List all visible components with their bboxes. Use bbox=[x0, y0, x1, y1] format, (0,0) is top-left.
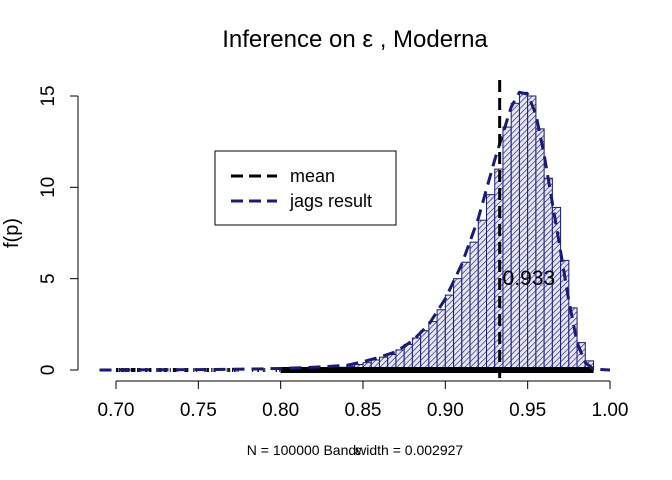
legend-label-mean: mean bbox=[290, 166, 335, 186]
x-tick-label: 0.75 bbox=[180, 400, 217, 421]
mean-annotation: 0.933 bbox=[503, 267, 556, 290]
rug-plot bbox=[115, 367, 594, 373]
histogram-bar bbox=[395, 349, 405, 371]
histogram bbox=[329, 91, 595, 371]
y-tick-label: 0 bbox=[38, 365, 59, 376]
legend-box bbox=[214, 150, 397, 226]
x-tick-label: 0.70 bbox=[98, 400, 135, 421]
histogram-bar bbox=[420, 330, 430, 371]
histogram-bar bbox=[444, 294, 455, 371]
y-tick-label: 10 bbox=[38, 177, 59, 198]
histogram-bar bbox=[461, 261, 471, 371]
histogram-bar bbox=[486, 194, 496, 371]
histogram-bar bbox=[469, 241, 479, 371]
chart-title: Inference on ε , Moderna bbox=[222, 26, 488, 53]
x-tick-label: 0.95 bbox=[509, 400, 546, 421]
rug-band bbox=[280, 367, 594, 373]
legend: mean jags result bbox=[214, 150, 397, 226]
histogram-bar bbox=[477, 219, 487, 371]
histogram-bar bbox=[535, 128, 545, 371]
histogram-bar bbox=[527, 95, 537, 371]
histogram-bar bbox=[436, 309, 446, 371]
histogram-bar bbox=[502, 126, 512, 371]
legend-label-jags: jags result bbox=[289, 191, 372, 211]
y-tick-label: 5 bbox=[38, 273, 59, 284]
x-tick-label: 1.00 bbox=[592, 400, 629, 421]
x-axis: 0.70 0.75 0.80 0.85 0.90 0.95 1.00 bbox=[98, 380, 629, 421]
y-axis: 0 5 10 15 bbox=[38, 85, 79, 376]
histogram-bar bbox=[411, 337, 422, 371]
x-axis-label: ε bbox=[355, 442, 361, 458]
y-tick-label: 15 bbox=[38, 85, 59, 106]
x-tick-label: 0.90 bbox=[427, 400, 464, 421]
histogram-bar bbox=[510, 102, 520, 371]
x-tick-label: 0.85 bbox=[345, 400, 382, 421]
series-lines bbox=[99, 80, 611, 378]
x-axis-subtitle: N = 100000 Bandwidth = 0.002927 bbox=[247, 442, 464, 458]
histogram-bar bbox=[453, 278, 463, 371]
histogram-bar bbox=[428, 321, 438, 371]
x-tick-label: 0.80 bbox=[262, 400, 299, 421]
series-line-jags bbox=[99, 90, 611, 372]
y-axis-label: f(p) bbox=[1, 218, 23, 248]
histogram-bar bbox=[403, 343, 413, 371]
histogram-bar bbox=[518, 91, 529, 371]
